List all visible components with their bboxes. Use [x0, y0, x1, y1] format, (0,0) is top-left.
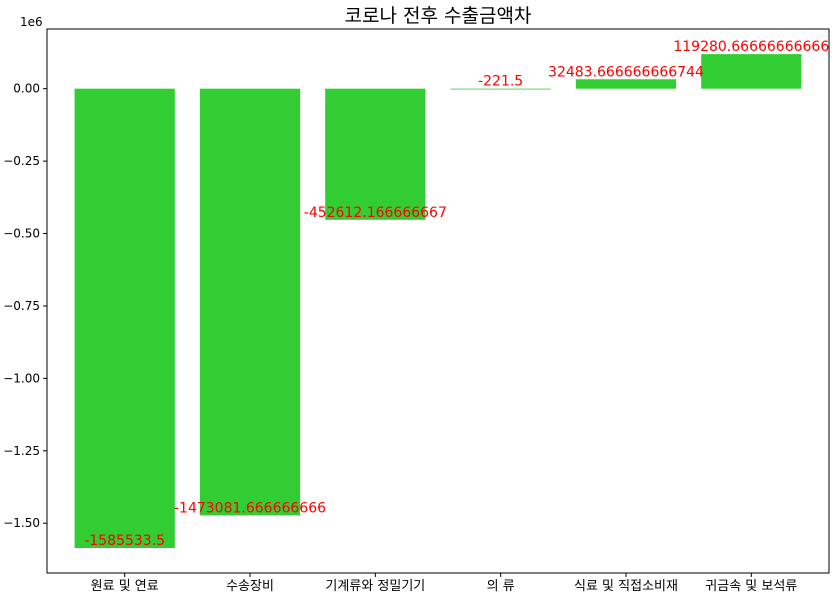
bar	[701, 54, 802, 89]
bar	[325, 88, 426, 220]
x-axis-ticks: 원료 및 연료 수송장비 기계류와 정밀기기 의 류 식료 및 직접소비재 귀금속 및 보…	[91, 573, 797, 594]
x-tick-label: 기계류와 정밀기기	[325, 579, 425, 594]
y-tick-label: −0.25	[3, 154, 40, 168]
data-label: -1473081.666666666	[174, 500, 326, 516]
data-labels: -1585533.5 -1473081.666666666 -452612.1666…	[84, 39, 829, 549]
y-tick-label: 0.00	[13, 82, 40, 96]
y-tick-label: −1.50	[3, 516, 40, 530]
data-label: 32483.666666666744	[548, 64, 704, 80]
bar	[575, 79, 677, 89]
data-label: -452612.166666667	[304, 205, 447, 221]
bars-group	[74, 54, 802, 549]
y-tick-label: −1.00	[3, 371, 40, 385]
data-label: -1585533.5	[84, 533, 165, 549]
y-tick-label: −0.75	[3, 299, 40, 313]
data-label: -221.5	[478, 74, 523, 90]
y-axis-ticks: 0.00 −0.25 −0.50 −0.75 −1.00 −1.25 −1.50	[3, 82, 47, 530]
y-tick-label: −1.25	[3, 444, 40, 458]
plot-frame	[46, 28, 830, 574]
data-label: 119280.66666666666	[673, 39, 829, 55]
x-tick-label: 수송장비	[226, 579, 274, 594]
x-tick-label: 원료 및 연료	[91, 579, 159, 594]
x-tick-label: 의 류	[487, 579, 515, 594]
bar	[199, 88, 301, 516]
y-tick-label: −0.50	[3, 227, 40, 241]
bar	[450, 88, 551, 90]
chart-title: 코로나 전후 수출금액차	[345, 5, 532, 27]
y-axis-offset-label: 1e6	[20, 15, 43, 29]
bar	[74, 88, 175, 549]
x-tick-label: 귀금속 및 보석류	[705, 579, 797, 594]
x-tick-label: 식료 및 직접소비재	[574, 579, 678, 594]
